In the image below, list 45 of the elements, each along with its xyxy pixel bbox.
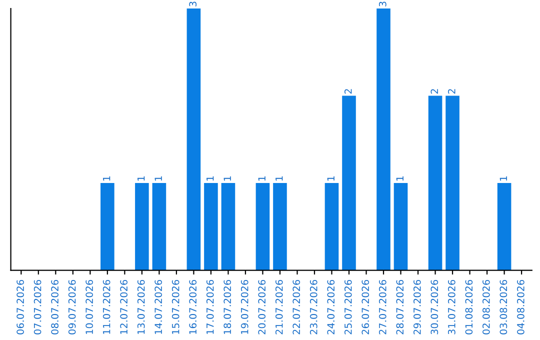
data-label: 1 <box>258 176 266 181</box>
x-tick-label: 15.07.2026 <box>172 280 180 334</box>
x-tick-label: 21.07.2026 <box>275 280 283 334</box>
x-tick-label: 02.08.2026 <box>482 280 490 334</box>
data-label: 3 <box>378 2 386 6</box>
data-label: 1 <box>500 176 507 181</box>
data-label: 1 <box>206 176 214 181</box>
x-tick-label: 25.07.2026 <box>344 280 352 334</box>
data-label: 1 <box>154 176 162 181</box>
x-tick-label: 23.07.2026 <box>310 280 318 334</box>
data-label: 1 <box>276 176 283 181</box>
data-label: 3 <box>189 2 197 6</box>
x-tick-label: 27.07.2026 <box>378 280 386 334</box>
x-tick-label: 03.08.2026 <box>500 280 508 334</box>
data-label: 1 <box>103 176 110 181</box>
x-tick-label: 16.07.2026 <box>189 280 197 334</box>
data-label: 1 <box>327 176 334 181</box>
data-label: 2 <box>448 89 456 94</box>
x-tick-label: 09.07.2026 <box>68 280 76 334</box>
x-tick-label: 20.07.2026 <box>258 280 266 334</box>
x-tick-label: 14.07.2026 <box>154 280 162 334</box>
x-tick-label: 28.07.2026 <box>396 280 404 334</box>
x-tick-label: 29.07.2026 <box>413 280 421 334</box>
x-tick-label: 22.07.2026 <box>292 280 300 334</box>
data-label: 2 <box>430 89 438 94</box>
x-tick-label: 31.07.2026 <box>448 280 456 334</box>
x-tick-label: 01.08.2026 <box>465 280 473 334</box>
data-label: 1 <box>224 176 231 181</box>
x-tick-label: 10.07.2026 <box>86 280 93 334</box>
x-tick-label: 08.07.2026 <box>51 280 58 334</box>
x-tick-label: 18.07.2026 <box>224 280 232 334</box>
x-tick-label: 24.07.2026 <box>327 280 335 334</box>
data-label: 1 <box>138 176 145 181</box>
x-tick-label: 19.07.2026 <box>240 280 248 334</box>
x-tick-label: 30.07.2026 <box>430 280 438 334</box>
x-tick-label: 04.08.2026 <box>517 280 524 334</box>
x-tick-label: 13.07.2026 <box>137 280 145 334</box>
x-tick-label: 12.07.2026 <box>120 280 128 334</box>
x-tick-label: 06.07.2026 <box>16 280 24 334</box>
x-tick-label: 11.07.2026 <box>102 280 110 334</box>
x-tick-label: 17.07.2026 <box>206 280 214 334</box>
x-tick-label: 26.07.2026 <box>362 280 370 334</box>
data-label: 2 <box>344 89 352 94</box>
data-label: 1 <box>396 176 404 181</box>
x-tick-label: 07.07.2026 <box>34 280 42 334</box>
